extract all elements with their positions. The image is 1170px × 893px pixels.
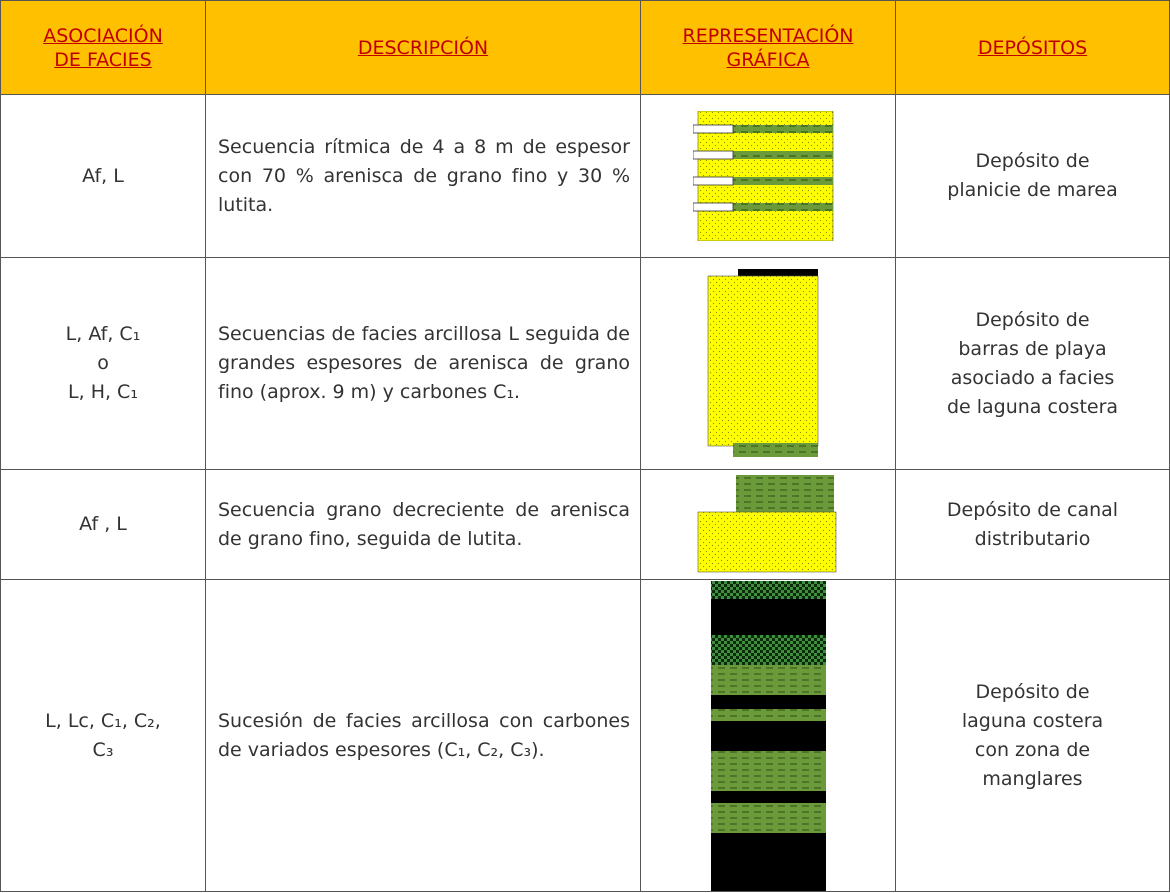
facies-text: L, H, C₁ [68, 381, 138, 403]
facies-text: C₃ [92, 738, 114, 761]
deposit-text: laguna costera [961, 709, 1104, 732]
deposit-text: con zona de [974, 738, 1091, 761]
header-text: ASOCIACIÓN [43, 24, 163, 47]
header-cell: REPRESENTACIÓN GRÁFICA [640, 0, 896, 95]
header-text: DEPÓSITOS [977, 36, 1088, 59]
deposit-text: manglares [982, 767, 1083, 790]
lithology-column [710, 580, 826, 891]
graphic-cell [640, 94, 896, 258]
header-cell: ASOCIACIÓN DE FACIES [0, 0, 206, 95]
facies-text: L, Af, C₁ [65, 323, 141, 345]
description-cell: Secuencias de facies arcillosa L seguida… [205, 257, 641, 470]
description-cell: Secuencia grano decreciente de arenisca … [205, 469, 641, 580]
deposit-text: planicie de marea [947, 179, 1118, 201]
table-row: Af , L Secuencia grano decreciente de ar… [0, 469, 1170, 580]
description-cell: Secuencia rítmica de 4 a 8 m de espesor … [205, 94, 641, 258]
lithology-column [697, 474, 836, 572]
deposit-cell: Depósito de canal distributario [895, 469, 1170, 580]
header-text: DE FACIES [54, 48, 152, 71]
deposit-text: distributario [974, 527, 1091, 550]
graphic-cell [640, 469, 896, 580]
header-text: DESCRIPCIÓN [357, 36, 489, 59]
header-row: ASOCIACIÓN DE FACIES DESCRIPCIÓN REPRESEN… [0, 0, 1170, 95]
header-text: GRÁFICA [726, 48, 810, 71]
header-cell: DEPÓSITOS [895, 0, 1170, 95]
facies-cell: Af , L [0, 469, 206, 580]
lithology-column [707, 268, 819, 457]
graphic-cell [640, 579, 896, 892]
facies-text: L, Lc, C₁, C₂, [45, 709, 161, 732]
deposit-text: Depósito de [975, 680, 1090, 703]
table-row: L, Lc, C₁, C₂, C₃ Sucesión de facies arci… [0, 579, 1170, 892]
description-cell: Sucesión de facies arcillosa con carbone… [205, 579, 641, 892]
deposit-text: Depósito de [975, 308, 1090, 331]
deposit-text: barras de playa [958, 337, 1107, 360]
facies-cell: L, Af, C₁ o L, H, C₁ [0, 257, 206, 470]
graphic-cell [640, 257, 896, 470]
facies-cell: L, Lc, C₁, C₂, C₃ [0, 579, 206, 892]
header-cell: DESCRIPCIÓN [205, 0, 641, 95]
facies-cell: Af, L [0, 94, 206, 258]
deposit-cell: Depósito de planicie de marea [895, 94, 1170, 258]
table-row: L, Af, C₁ o L, H, C₁ Secuencias de facies … [0, 257, 1170, 470]
facies-text: o [97, 352, 109, 374]
table-row: Af, L Secuencia rítmica de 4 a 8 m de es… [0, 94, 1170, 258]
lithology-column [693, 111, 834, 241]
deposit-cell: Depósito de barras de playa asociado a fac… [895, 257, 1170, 470]
facies-text: Af, L [82, 164, 124, 187]
deposit-text: Depósito de canal [946, 498, 1119, 521]
deposit-cell: Depósito de laguna costera con zona de mang… [895, 579, 1170, 892]
deposit-text: asociado a facies [950, 366, 1115, 389]
header-text: REPRESENTACIÓN [682, 24, 854, 47]
facies-text: Af , L [79, 513, 127, 535]
deposit-text: de laguna costera [946, 395, 1119, 418]
deposit-text: Depósito de [975, 150, 1090, 172]
